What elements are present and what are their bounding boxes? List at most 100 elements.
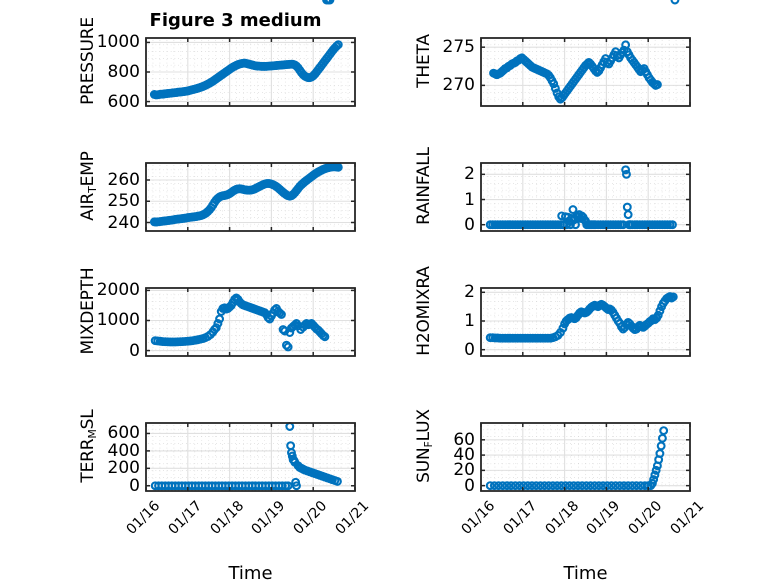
- ytick-label-pressure: 1000: [96, 32, 140, 53]
- ylabel-terr_msl: TERRMSL: [78, 397, 99, 495]
- ytick-label-terr_msl: 400: [107, 440, 140, 461]
- major-grid-sun_flux: [481, 423, 690, 491]
- minor-grid-pressure: [152, 40, 349, 104]
- ylabel-suffix-sun_flux: LUX: [414, 409, 434, 442]
- major-grid-mixdepth: [146, 288, 355, 356]
- ytick-label-sun_flux: 20: [453, 460, 475, 481]
- ytick-label-sun_flux: 0: [464, 475, 475, 496]
- major-grid-theta: [481, 38, 690, 106]
- ylabel-text-rainfall: RAINFALL: [414, 147, 434, 225]
- data-series-terr_msl: [150, 422, 342, 491]
- ytick-label-sun_flux: 40: [453, 445, 475, 466]
- xtick-label-terr_msl: 01/18: [207, 498, 247, 538]
- ylabel-mixdepth: MIXDEPTH: [78, 262, 98, 360]
- xtick-label-terr_msl: 01/16: [123, 498, 164, 538]
- data-series-sun_flux: [485, 426, 669, 491]
- xtick-label-sun_flux: 01/20: [625, 498, 666, 538]
- ytick-label-mixdepth: 2000: [96, 280, 140, 301]
- xtick-label-terr_msl: 01/17: [165, 498, 206, 538]
- ylabel-rainfall: RAINFALL: [414, 137, 434, 235]
- ytick-label-pressure: 800: [107, 62, 140, 82]
- data-series-rainfall: [485, 0, 680, 230]
- xtick-label-terr_msl: 01/19: [248, 498, 289, 538]
- minor-grid-air_temp: [152, 165, 349, 229]
- ylabel-air_temp: AIRTEMP: [78, 137, 99, 235]
- xtick-label-sun_flux: 01/16: [458, 498, 499, 538]
- ylabel-text-mixdepth: MIXDEPTH: [78, 267, 98, 355]
- ytick-label-theta: 270: [442, 75, 475, 96]
- ylabel-suffix-air_temp: EMP: [78, 151, 98, 187]
- ytick-label-terr_msl: 600: [107, 423, 140, 444]
- minor-grid-mixdepth: [152, 290, 349, 354]
- ytick-label-terr_msl: 200: [107, 458, 140, 479]
- ytick-label-mixdepth: 0: [129, 340, 140, 361]
- major-grid-pressure: [146, 38, 355, 106]
- ytick-label-rainfall: 0: [464, 214, 475, 235]
- ylabel-suffix-terr_msl: SL: [78, 409, 98, 430]
- data-series-mixdepth: [150, 0, 335, 352]
- ylabel-sun_flux: SUNFLUX: [414, 397, 435, 495]
- ytick-label-terr_msl: 0: [129, 475, 140, 496]
- data-series-pressure: [149, 40, 343, 100]
- ytick-label-h2omixra: 0: [464, 339, 475, 360]
- xlabel-sun_flux: Time: [563, 563, 608, 584]
- minor-grid-theta: [487, 40, 684, 104]
- ylabel-text-air_temp: AIR: [78, 192, 98, 221]
- xtick-label-sun_flux: 01/21: [667, 498, 708, 538]
- xtick-label-sun_flux: 01/18: [542, 498, 582, 538]
- ytick-label-theta: 275: [442, 37, 475, 58]
- xtick-label-sun_flux: 01/19: [583, 498, 624, 538]
- ytick-label-h2omixra: 1: [464, 310, 475, 331]
- ylabel-subscript-air_temp: T: [86, 186, 99, 193]
- minor-grid-rainfall: [487, 165, 684, 229]
- ylabel-h2omixra: H2OMIXRA: [414, 262, 434, 360]
- ytick-label-rainfall: 2: [464, 164, 475, 185]
- ylabel-text-pressure: PRESSURE: [78, 17, 98, 105]
- xlabel-terr_msl: Time: [228, 563, 273, 584]
- ylabel-text-theta: THETA: [414, 34, 434, 88]
- ytick-label-mixdepth: 1000: [96, 310, 140, 331]
- data-series-air_temp: [149, 162, 343, 227]
- ylabel-text-terr_msl: TERR: [78, 438, 98, 483]
- major-grid-terr_msl: [146, 423, 355, 491]
- major-grid-rainfall: [481, 163, 690, 231]
- xtick-label-terr_msl: 01/21: [332, 498, 373, 538]
- ylabel-subscript-sun_flux: F: [422, 441, 435, 448]
- data-series-h2omixra: [485, 292, 678, 343]
- major-grid-h2omixra: [481, 288, 690, 356]
- ytick-label-h2omixra: 2: [464, 282, 475, 303]
- ytick-label-air_temp: 250: [107, 191, 140, 212]
- xtick-label-sun_flux: 01/17: [500, 498, 541, 538]
- major-grid-air_temp: [146, 163, 355, 231]
- ytick-label-sun_flux: 60: [453, 429, 475, 450]
- ylabel-text-sun_flux: SUN: [414, 447, 434, 483]
- ylabel-text-h2omixra: H2OMIXRA: [414, 266, 434, 356]
- ytick-label-air_temp: 240: [107, 212, 140, 233]
- ytick-label-pressure: 600: [107, 91, 140, 112]
- ylabel-subscript-terr_msl: M: [86, 429, 99, 439]
- xtick-label-terr_msl: 01/20: [290, 498, 331, 538]
- minor-grid-terr_msl: [152, 425, 349, 489]
- minor-grid-sun_flux: [487, 425, 684, 489]
- ylabel-pressure: PRESSURE: [78, 12, 98, 110]
- minor-grid-h2omixra: [487, 290, 684, 354]
- data-series-theta: [489, 40, 662, 104]
- figure-title: Figure 3 medium: [149, 10, 322, 31]
- ylabel-theta: THETA: [414, 12, 434, 110]
